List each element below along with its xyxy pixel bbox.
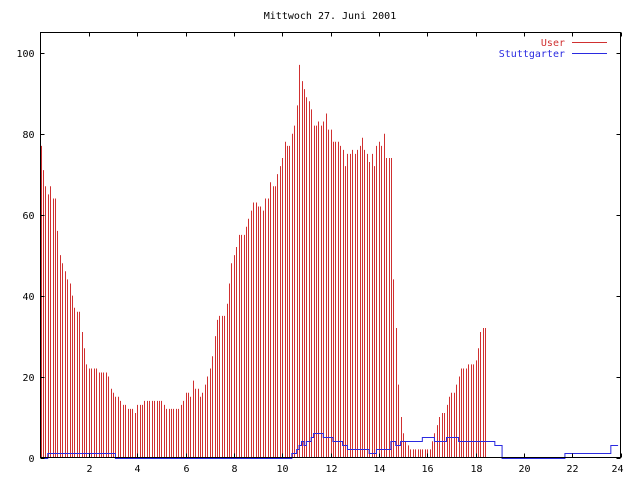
y-tick-label: 20 — [22, 373, 34, 384]
stuttgarter-line — [40, 433, 619, 459]
x-tick-label: 18 — [470, 464, 482, 475]
legend-label-stuttgarter: Stuttgarter — [499, 49, 565, 60]
y-tick-label: 0 — [28, 454, 34, 465]
x-tick-label: 22 — [566, 464, 578, 475]
plot-frame — [40, 32, 621, 458]
x-axis: 2 4 6 8 10 12 14 16 18 20 22 24 — [86, 32, 624, 475]
legend: User Stuttgarter — [499, 38, 607, 60]
legend-label-user: User — [541, 38, 565, 49]
x-tick-label: 8 — [231, 464, 237, 475]
x-tick-label: 20 — [518, 464, 530, 475]
y-tick-label: 100 — [16, 49, 34, 60]
y-tick-label: 80 — [22, 130, 34, 141]
user-series — [41, 64, 486, 458]
y-axis: 0 20 40 60 80 100 — [16, 49, 621, 465]
x-tick-label: 2 — [86, 464, 92, 475]
y-tick-label: 40 — [22, 292, 34, 303]
x-tick-label: 10 — [276, 464, 288, 475]
x-tick-label: 24 — [611, 464, 623, 475]
x-tick-label: 12 — [325, 464, 337, 475]
x-tick-label: 6 — [183, 464, 189, 475]
x-tick-label: 16 — [421, 464, 433, 475]
y-tick-label: 60 — [22, 211, 34, 222]
chart-title: Mittwoch 27. Juni 2001 — [264, 11, 396, 22]
stuttgarter-series — [40, 433, 619, 459]
x-tick-label: 14 — [373, 464, 385, 475]
x-tick-label: 4 — [134, 464, 140, 475]
